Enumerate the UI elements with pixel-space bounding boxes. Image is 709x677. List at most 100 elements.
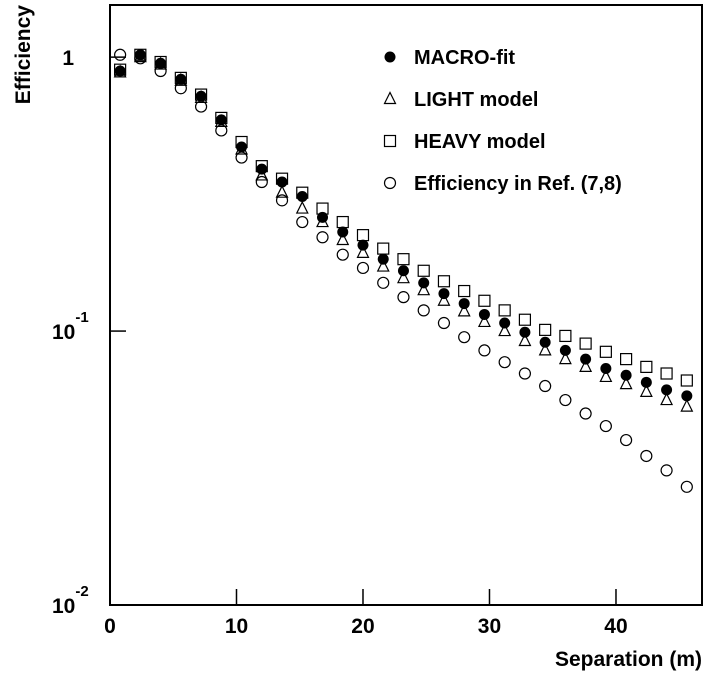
point bbox=[215, 114, 227, 126]
point bbox=[640, 449, 653, 463]
point bbox=[600, 363, 612, 375]
point bbox=[680, 480, 693, 493]
point bbox=[384, 51, 396, 63]
point bbox=[397, 291, 410, 304]
point bbox=[194, 88, 208, 101]
point bbox=[356, 245, 370, 258]
point bbox=[539, 323, 552, 336]
point bbox=[660, 367, 673, 380]
point bbox=[620, 433, 633, 447]
point bbox=[214, 114, 228, 128]
point bbox=[518, 333, 532, 347]
point bbox=[295, 200, 309, 214]
point bbox=[114, 48, 127, 61]
point bbox=[518, 313, 532, 326]
point bbox=[640, 360, 653, 373]
x-tick-label: 40 bbox=[604, 615, 627, 638]
point bbox=[255, 175, 268, 189]
point bbox=[519, 326, 531, 338]
point bbox=[215, 111, 228, 125]
point bbox=[599, 369, 613, 383]
point bbox=[336, 232, 350, 246]
point bbox=[559, 329, 572, 343]
point bbox=[134, 49, 146, 61]
point bbox=[499, 317, 511, 329]
point bbox=[660, 464, 673, 477]
point bbox=[275, 184, 289, 198]
point bbox=[194, 90, 208, 103]
point bbox=[377, 276, 390, 289]
y-tick-base: 10 bbox=[52, 595, 75, 618]
point bbox=[134, 52, 147, 65]
point bbox=[114, 63, 127, 76]
point bbox=[437, 316, 451, 330]
point bbox=[539, 336, 551, 348]
point bbox=[175, 73, 187, 85]
y-tick-label: 1 bbox=[62, 47, 74, 70]
point bbox=[174, 71, 187, 84]
point bbox=[417, 304, 430, 317]
point bbox=[538, 342, 552, 356]
y-axis-label: Efficiency bbox=[12, 5, 35, 105]
plot-frame bbox=[109, 4, 703, 606]
point bbox=[417, 264, 430, 277]
point bbox=[558, 351, 572, 365]
x-tick-label: 0 bbox=[104, 615, 116, 638]
point bbox=[255, 167, 269, 181]
point bbox=[255, 160, 268, 173]
point bbox=[336, 248, 349, 261]
point bbox=[640, 376, 652, 388]
point bbox=[275, 194, 289, 207]
point bbox=[383, 176, 397, 190]
point bbox=[559, 393, 572, 407]
point bbox=[154, 55, 167, 69]
point bbox=[376, 258, 390, 272]
point bbox=[174, 82, 187, 95]
point bbox=[195, 90, 207, 102]
point bbox=[296, 190, 308, 202]
point bbox=[316, 231, 329, 244]
point bbox=[639, 383, 653, 397]
point bbox=[579, 337, 592, 350]
y-tick-label: 10-2 bbox=[52, 583, 89, 618]
point bbox=[383, 134, 397, 148]
point bbox=[539, 379, 552, 393]
point bbox=[417, 282, 431, 296]
point bbox=[133, 49, 147, 63]
point bbox=[113, 64, 127, 78]
point bbox=[235, 151, 248, 164]
point bbox=[154, 56, 168, 70]
point bbox=[296, 215, 309, 229]
point bbox=[316, 202, 329, 215]
point bbox=[518, 367, 532, 380]
point bbox=[458, 331, 471, 344]
point bbox=[457, 303, 471, 317]
point bbox=[498, 323, 512, 337]
point bbox=[114, 65, 126, 77]
y-tick-label: 10-1 bbox=[52, 309, 89, 344]
point bbox=[356, 261, 370, 275]
y-tick-exponent: -2 bbox=[75, 583, 88, 600]
point bbox=[383, 91, 397, 105]
point bbox=[599, 419, 612, 433]
point bbox=[194, 100, 208, 113]
y-tick-base: 10 bbox=[52, 321, 75, 344]
x-axis-label: Separation (m) bbox=[555, 648, 702, 671]
legend-label: LIGHT model bbox=[414, 89, 538, 111]
point bbox=[275, 172, 289, 185]
point bbox=[680, 374, 693, 387]
point bbox=[620, 353, 633, 366]
point bbox=[620, 369, 632, 381]
point bbox=[437, 275, 451, 288]
point bbox=[377, 242, 390, 255]
point bbox=[336, 215, 349, 229]
point bbox=[235, 141, 249, 155]
point bbox=[579, 407, 592, 420]
x-tick-label: 20 bbox=[351, 615, 374, 638]
y-tick-exponent: -1 bbox=[75, 309, 88, 326]
point bbox=[397, 253, 410, 266]
point bbox=[458, 284, 471, 298]
point bbox=[276, 176, 288, 188]
point bbox=[478, 344, 491, 357]
